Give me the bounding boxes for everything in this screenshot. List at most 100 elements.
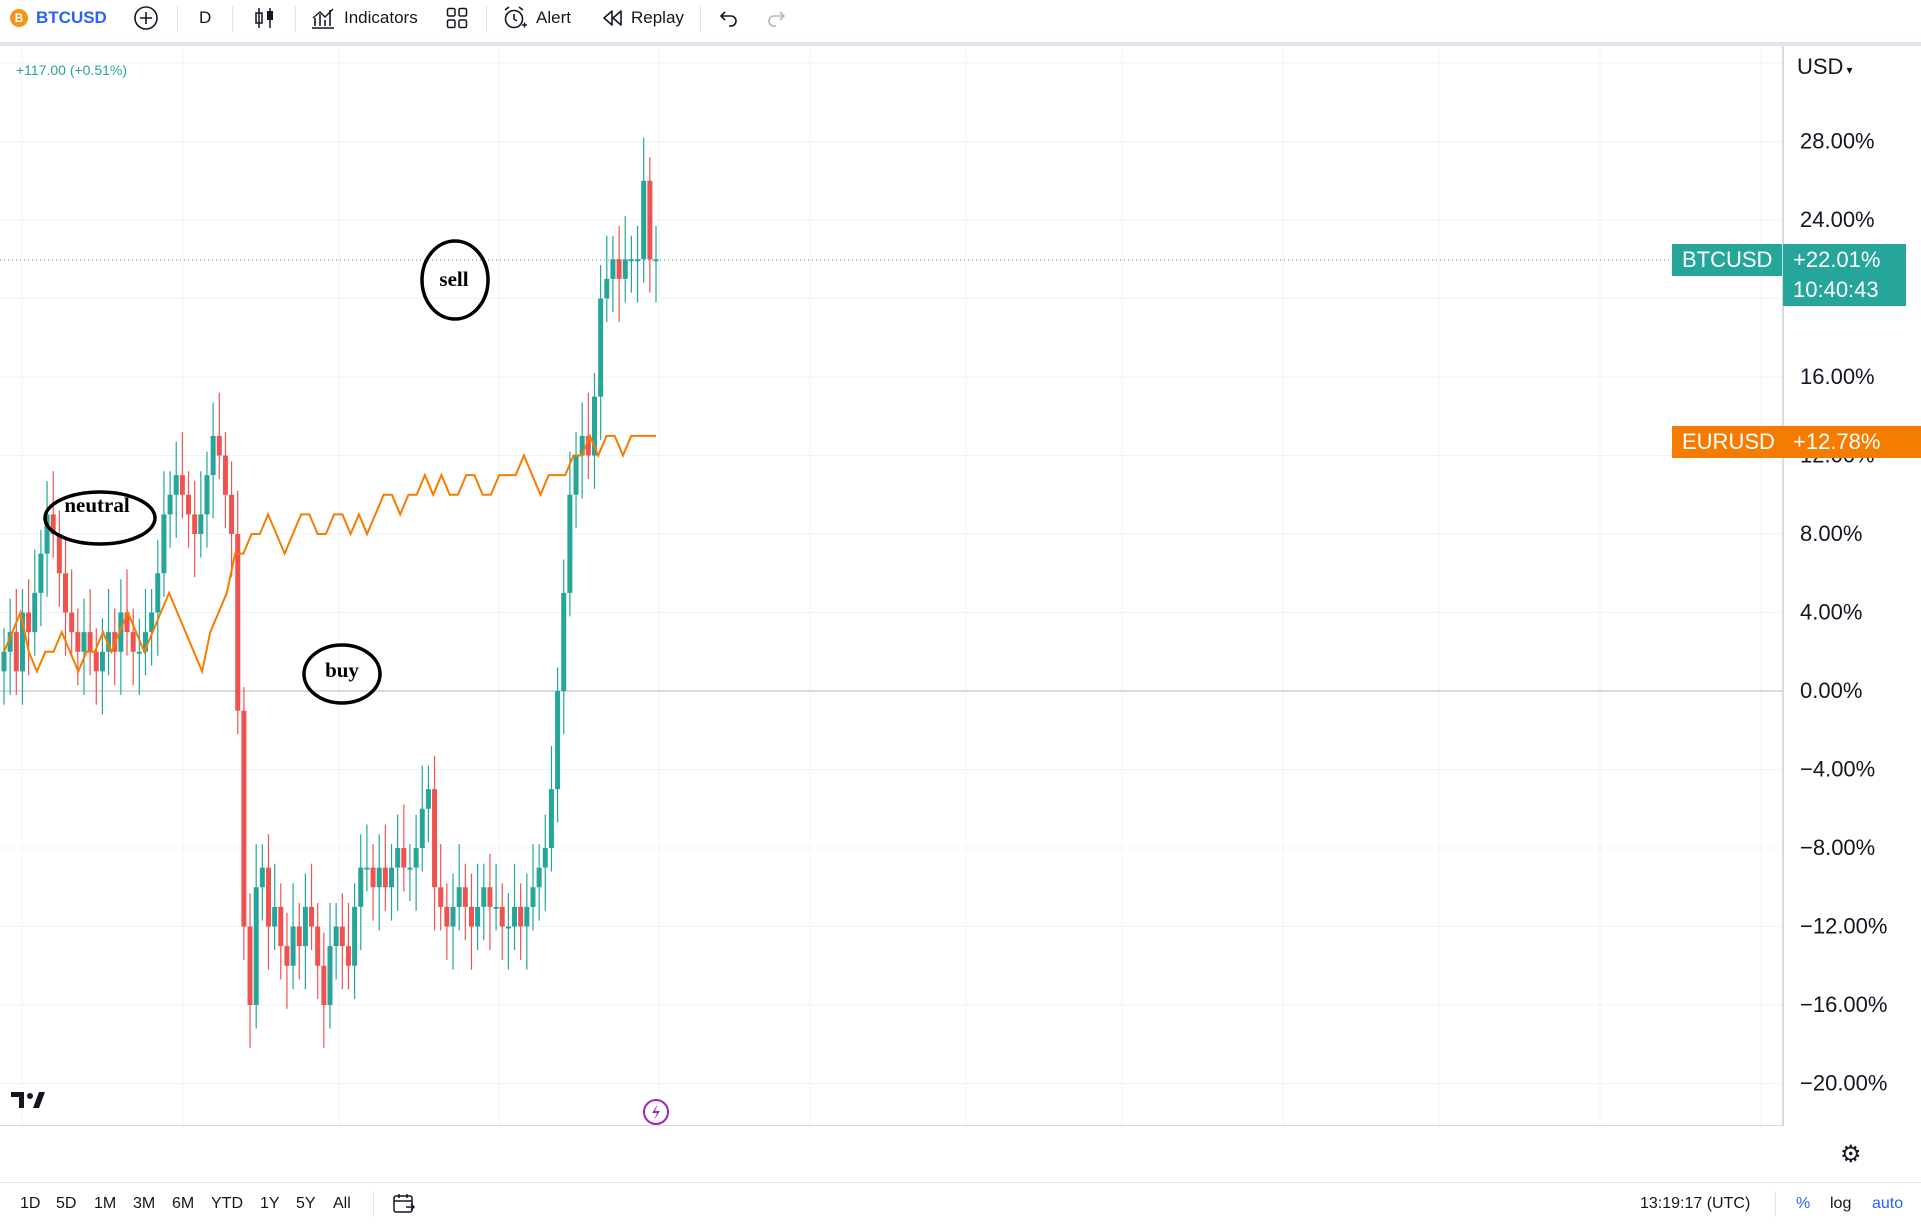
candle-body	[87, 632, 93, 652]
redo-button[interactable]	[765, 0, 787, 36]
top-toolbar: B BTCUSD D Indicators Alert Replay	[0, 0, 1921, 46]
candle-body	[265, 867, 271, 927]
eurusd-line	[3, 433, 656, 675]
candle-body	[26, 612, 32, 633]
interval-button[interactable]: D	[199, 8, 212, 27]
price-axis[interactable]: 28.00%24.00%20.00%16.00%12.00%8.00%4.00%…	[1800, 129, 1887, 1096]
currency-selector[interactable]: USD ▾	[1797, 54, 1852, 80]
annotation-buy[interactable]: buy	[302, 643, 382, 705]
goto-date-button[interactable]	[392, 1193, 416, 1220]
indicators-button[interactable]: Indicators	[310, 0, 418, 36]
range-1d[interactable]: 1D	[20, 1195, 41, 1212]
auto-scale-toggle[interactable]: auto	[1872, 1195, 1904, 1212]
bitcoin-icon: B	[10, 9, 28, 27]
eurusd-price-tag-name: EURUSD	[1672, 426, 1785, 458]
candle-body	[56, 534, 62, 574]
annotation-sell[interactable]: sell	[420, 239, 490, 321]
price-axis-tick: −20.00%	[1800, 1071, 1887, 1096]
candle-body	[222, 455, 228, 495]
candle-body	[179, 475, 185, 495]
candle-body	[628, 259, 634, 262]
bar-countdown: 10:40:43	[1793, 277, 1879, 302]
range-5y[interactable]: 5Y	[296, 1195, 316, 1212]
clock-time[interactable]: 13:19:17 (UTC)	[1640, 1195, 1751, 1212]
candle-body	[530, 887, 536, 907]
undo-icon	[719, 11, 737, 27]
candle-body	[468, 906, 474, 927]
candle-body	[425, 789, 431, 809]
candle-body	[579, 435, 585, 456]
candle-body	[352, 906, 358, 966]
candle-body	[130, 632, 136, 652]
redo-icon	[768, 11, 786, 27]
candle-body	[487, 887, 493, 907]
compare-symbol-button[interactable]	[133, 0, 159, 36]
candle-body	[167, 494, 173, 515]
candle-body	[272, 906, 278, 927]
candle-body	[635, 259, 641, 262]
candle-body	[99, 651, 105, 672]
range-1y[interactable]: 1Y	[260, 1195, 280, 1212]
btcusd-candles	[1, 137, 659, 1049]
log-scale-toggle[interactable]: log	[1830, 1195, 1852, 1212]
annotation-neutral[interactable]: neutral	[43, 490, 157, 546]
toolbar-divider	[295, 6, 296, 32]
range-5d[interactable]: 5D	[56, 1195, 77, 1212]
candle-body	[155, 573, 161, 613]
candle-body	[259, 867, 265, 888]
candle-body	[309, 906, 315, 927]
candle-body	[1, 651, 7, 672]
price-axis-tick: −4.00%	[1800, 757, 1875, 782]
candle-body	[7, 632, 13, 652]
tradingview-logo-icon[interactable]	[10, 1084, 46, 1116]
percent-scale-toggle[interactable]: %	[1796, 1195, 1811, 1212]
candle-body	[204, 475, 210, 515]
candle-body	[229, 494, 235, 534]
candle-body	[548, 789, 554, 848]
candle-body	[512, 906, 518, 927]
toolbar-divider	[373, 1191, 374, 1217]
range-1m[interactable]: 1M	[94, 1195, 117, 1212]
gear-icon[interactable]: ⚙	[1840, 1141, 1862, 1168]
candle-body	[561, 592, 567, 691]
undo-button[interactable]	[718, 0, 740, 36]
candle-body	[616, 259, 622, 279]
candle-body	[32, 592, 38, 633]
symbol-search-button[interactable]: B BTCUSD	[10, 0, 107, 36]
candle-body	[585, 435, 591, 456]
chart-pane[interactable]: 28.00%24.00%20.00%16.00%12.00%8.00%4.00%…	[0, 46, 1921, 1126]
chart-type-button[interactable]	[254, 0, 276, 36]
candle-body	[93, 651, 99, 672]
layouts-button[interactable]	[446, 0, 468, 36]
candle-body	[401, 848, 407, 868]
candle-body	[81, 632, 87, 652]
range-ytd[interactable]: YTD	[211, 1195, 243, 1212]
candle-body	[321, 965, 327, 1005]
replay-button[interactable]: Replay	[601, 0, 684, 36]
candle-body	[499, 906, 505, 927]
candle-body	[302, 906, 308, 947]
range-all[interactable]: All	[333, 1195, 351, 1212]
candle-body	[149, 612, 155, 633]
range-3m[interactable]: 3M	[133, 1195, 156, 1212]
candle-body	[142, 632, 148, 652]
alert-button[interactable]: Alert	[502, 0, 571, 36]
alarm-clock-icon	[504, 6, 527, 29]
candle-body	[19, 612, 25, 672]
candle-body	[475, 906, 481, 927]
price-axis-tick: −12.00%	[1800, 914, 1887, 939]
flash-icon[interactable]	[642, 1098, 670, 1131]
symbol-label: BTCUSD	[36, 8, 107, 27]
btcusd-change: +22.01%	[1793, 247, 1881, 272]
candle-body	[290, 926, 296, 966]
candle-body	[235, 534, 241, 711]
candle-body	[339, 926, 345, 947]
price-axis-tick: 28.00%	[1800, 129, 1875, 154]
price-chart[interactable]: 28.00%24.00%20.00%16.00%12.00%8.00%4.00%…	[0, 46, 1921, 1126]
candle-body	[192, 514, 198, 534]
candle-body	[438, 887, 444, 907]
range-6m[interactable]: 6M	[172, 1195, 195, 1212]
candle-body	[505, 926, 511, 929]
candle-body	[358, 867, 364, 907]
rewind-icon	[603, 10, 622, 26]
